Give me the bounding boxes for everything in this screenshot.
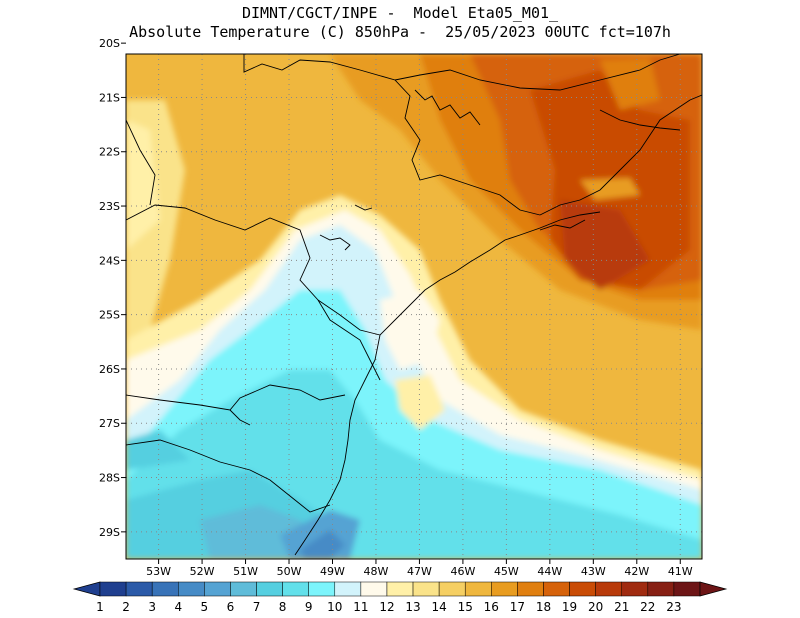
colorbar-swatch xyxy=(595,581,622,597)
lon-tick-label: 43W xyxy=(581,565,606,578)
colorbar-swatch xyxy=(99,581,127,597)
longitude-axis-labels: 53W 52W 51W 50W 49W 48W 47W 46W 45W 44W 43W 42W 41W xyxy=(146,559,693,578)
colorbar-label: 19 xyxy=(562,600,577,614)
lon-tick-label: 49W xyxy=(320,565,345,578)
lon-tick-label: 51W xyxy=(233,565,258,578)
lon-tick-label: 52W xyxy=(190,565,215,578)
colorbar-swatch xyxy=(125,581,153,597)
colorbar-label: 7 xyxy=(253,600,261,614)
colorbar-swatch xyxy=(569,581,596,597)
colorbar-label: 6 xyxy=(227,600,235,614)
colorbar-swatch xyxy=(334,581,362,597)
colorbar-label: 12 xyxy=(379,600,394,614)
colorbar-swatch xyxy=(412,581,440,597)
colorbar-label: 5 xyxy=(201,600,209,614)
colorbar-left-arrow xyxy=(72,581,101,597)
colorbar-swatch xyxy=(282,581,309,597)
colorbar-label: 11 xyxy=(353,600,368,614)
colorbar-swatch xyxy=(464,581,492,597)
colorbar-swatch xyxy=(438,581,466,597)
lon-tick-label: 48W xyxy=(364,565,389,578)
colorbar-right-arrow xyxy=(699,581,728,597)
colorbar-swatch xyxy=(178,581,205,597)
colorbar-swatch xyxy=(204,581,231,597)
colorbar-swatch xyxy=(647,581,675,597)
grid-lines xyxy=(126,54,702,559)
colorbar-label: 14 xyxy=(431,600,446,614)
colorbar-label: 3 xyxy=(148,600,156,614)
lon-tick-label: 45W xyxy=(494,565,519,578)
title-line-2: Absolute Temperature (C) 850hPa - 25/05/… xyxy=(129,23,671,41)
colorbar-swatch xyxy=(308,581,336,597)
colorbar-swatch xyxy=(360,581,388,597)
lon-tick-label: 53W xyxy=(146,565,171,578)
lat-tick-label: 20S xyxy=(99,37,120,50)
colorbar-label: 20 xyxy=(588,600,603,614)
colorbar-swatch xyxy=(543,581,570,597)
lon-tick-label: 41W xyxy=(668,565,693,578)
title-line-1: DIMNT/CGCT/INPE - Model Eta05_M01_ xyxy=(241,4,559,22)
colorbar-label: 15 xyxy=(458,600,473,614)
colorbar-swatch xyxy=(151,581,179,597)
lat-tick-label: 24S xyxy=(99,254,120,267)
colorbar-label: 4 xyxy=(174,600,182,614)
colorbar-label: 9 xyxy=(305,600,313,614)
lon-tick-label: 44W xyxy=(537,565,562,578)
colorbar-swatch xyxy=(491,581,518,597)
lat-tick-label: 26S xyxy=(99,363,120,376)
lat-tick-label: 21S xyxy=(99,91,120,104)
lon-tick-label: 46W xyxy=(450,565,475,578)
colorbar-label: 8 xyxy=(279,600,287,614)
colorbar-label: 18 xyxy=(536,600,551,614)
colorbar-label: 16 xyxy=(484,600,499,614)
map-title: DIMNT/CGCT/INPE - Model Eta05_M01_ Absol… xyxy=(0,4,800,42)
temperature-field xyxy=(126,54,702,559)
map-frame xyxy=(125,53,703,560)
colorbar: 1 2 3 4 5 6 7 8 9 10 11 12 13 14 15 16 17 18 19 20 21 22 23 xyxy=(72,581,728,614)
colorbar-label: 10 xyxy=(327,600,342,614)
lat-tick-label: 25S xyxy=(99,309,120,322)
colorbar-label: 1 xyxy=(96,600,104,614)
lat-tick-label: 29S xyxy=(99,526,120,539)
colorbar-label: 23 xyxy=(666,600,681,614)
colorbar-label: 21 xyxy=(614,600,629,614)
colorbar-swatch xyxy=(256,581,283,597)
lat-tick-label: 22S xyxy=(99,146,120,159)
lat-tick-label: 27S xyxy=(99,417,120,430)
colorbar-swatch xyxy=(517,581,544,597)
lat-tick-label: 23S xyxy=(99,200,120,213)
colorbar-label: 22 xyxy=(640,600,655,614)
colorbar-label: 17 xyxy=(510,600,525,614)
colorbar-label: 13 xyxy=(405,600,420,614)
lon-tick-label: 47W xyxy=(407,565,432,578)
colorbar-swatch xyxy=(230,581,257,597)
colorbar-swatch xyxy=(386,581,414,597)
lat-tick-label: 28S xyxy=(99,472,120,485)
colorbar-swatch xyxy=(673,581,701,597)
colorbar-swatch xyxy=(621,581,649,597)
latitude-axis-labels: 20S 21S 22S 23S 24S 25S 26S 27S 28S 29S xyxy=(99,37,126,539)
colorbar-label: 2 xyxy=(122,600,130,614)
lon-tick-label: 42W xyxy=(624,565,649,578)
lon-tick-label: 50W xyxy=(277,565,302,578)
coastline-borders xyxy=(126,54,702,556)
